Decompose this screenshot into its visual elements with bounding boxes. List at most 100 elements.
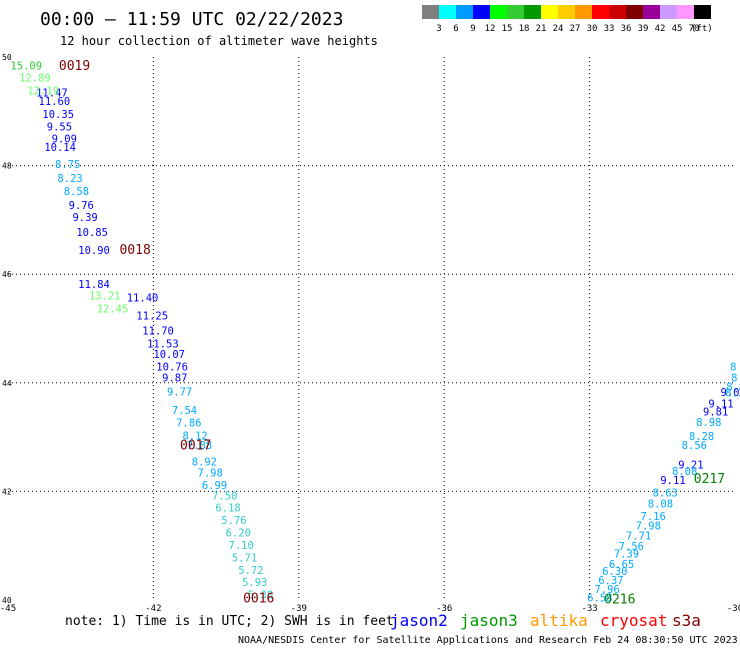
wave-height-label: 10.07	[153, 349, 185, 361]
color-scale-label: 30	[587, 24, 598, 34]
wave-height-label: 8.56	[682, 440, 707, 452]
wave-height-label: 9.55	[47, 122, 72, 134]
color-scale-label: 24	[553, 24, 564, 34]
wave-height-label: 8.92	[192, 457, 217, 469]
color-scale-label: 18	[519, 24, 530, 34]
color-swatch	[558, 5, 575, 19]
color-scale-label: 70	[689, 24, 700, 34]
wave-height-label: 10.35	[42, 109, 74, 121]
wave-height-label: 9.81	[703, 407, 728, 419]
color-swatch	[439, 5, 456, 19]
wave-height-label: 12.89	[19, 73, 51, 85]
wave-height-label: 7.71	[626, 530, 651, 542]
color-swatch	[626, 5, 643, 19]
pass-time-label: 0216	[604, 592, 635, 607]
wave-height-label: 7.96	[594, 584, 619, 596]
pass-time-annotations: 0019 0018 0017 0016 0217 0216	[59, 59, 725, 607]
wave-height-label: 5.93	[242, 577, 267, 589]
wave-height-label: 9.09	[52, 133, 77, 145]
x-tick-label: -45	[0, 604, 16, 614]
color-swatch	[575, 5, 592, 19]
wave-height-label: 6.58	[587, 592, 612, 604]
wave-height-label: 15.09	[10, 61, 42, 73]
wave-height-label: 8.23	[57, 173, 82, 185]
wave-height-label: 11.60	[39, 96, 71, 108]
color-swatch	[677, 5, 694, 19]
color-scale-label: 12	[485, 24, 496, 34]
y-tick-label: 48	[2, 162, 12, 171]
pass-time-label: 0017	[180, 439, 211, 454]
wave-height-label: 7.10	[229, 540, 254, 552]
wave-height-label: 11.70	[142, 326, 174, 338]
wave-height-label: 6.18	[215, 503, 240, 515]
wave-height-label: 8.8	[726, 382, 740, 394]
wave-height-label: 7.98	[198, 467, 223, 479]
wave-height-label: 11.84	[78, 279, 110, 291]
wave-height-label: 8.58	[64, 186, 89, 198]
wave-height-label: 9.06	[720, 387, 740, 399]
wave-height-label: 7.98	[636, 521, 661, 533]
wave-height-label: 6.37	[598, 575, 623, 587]
color-scale-bar: 3 6 9 12 15 18 21 24 27 30 33 36 39 42 45 70(ft)	[422, 5, 713, 34]
y-tick-label: 44	[2, 379, 12, 388]
wave-height-label: 10.85	[76, 227, 108, 239]
pass-time-label: 0016	[243, 591, 274, 606]
wave-height-label: 5.71	[232, 553, 257, 565]
color-scale-label: 3	[436, 24, 441, 34]
wave-height-label: 6.30	[602, 566, 627, 578]
wave-height-label: 8	[730, 362, 736, 374]
wave-height-label: 5.72	[238, 565, 263, 577]
pass-time-label: 0018	[119, 243, 150, 258]
wave-height-label: 9.87	[162, 372, 187, 384]
x-tick-label: -30	[727, 604, 740, 614]
color-swatch	[609, 5, 626, 19]
color-scale-unit: (ft)	[691, 24, 713, 34]
wave-height-label: 6.65	[609, 559, 634, 571]
wave-height-label: 8.98	[696, 417, 721, 429]
wave-height-label: 12.45	[97, 303, 129, 315]
legend-jason3: jason3	[460, 611, 518, 630]
y-tick-label: 42	[2, 487, 12, 496]
color-scale-label: 39	[638, 24, 649, 34]
x-tick-label: -36	[436, 604, 452, 614]
chart-subtitle: 12 hour collection of altimeter wave hei…	[60, 34, 378, 48]
data-labels: 10.14 11.84 11.40 11.25 11.7011.5310.0710.76…	[10, 61, 740, 605]
legend-cryosat: cryosat	[600, 611, 667, 630]
color-swatch	[473, 5, 490, 19]
wave-height-label: 7.39	[614, 548, 639, 560]
wave-height-label: 9.77	[167, 386, 192, 398]
wave-height-label: 7.54	[172, 405, 197, 417]
wave-height-label: 11.53	[147, 339, 179, 351]
legend-s3a: s3a	[672, 611, 701, 630]
pass-time-label: 0019	[59, 59, 90, 74]
grid	[8, 57, 735, 600]
wave-height-label: 8.08	[648, 498, 673, 510]
wave-height-label: 8	[731, 372, 737, 384]
wave-height-label: 11.47	[36, 87, 68, 99]
wave-height-label: 6.20	[226, 528, 251, 540]
footer-credit: NOAA/NESDIS Center for Satellite Applica…	[238, 635, 738, 646]
wave-height-label: 10.14	[44, 142, 76, 154]
wave-height-label: 8.08	[672, 466, 697, 478]
color-swatch	[422, 5, 439, 19]
color-swatch	[660, 5, 677, 19]
x-tick-label: -42	[145, 604, 161, 614]
wave-height-label: 5.38	[248, 590, 273, 602]
wave-height-label: 13.21	[89, 290, 121, 302]
wave-height-label: 10.76	[156, 362, 188, 374]
wave-height-label: 9.21	[678, 459, 703, 471]
wave-height-label: 6.99	[202, 480, 227, 492]
color-scale-label: 6	[453, 24, 458, 34]
color-swatch	[592, 5, 609, 19]
color-swatch	[507, 5, 524, 19]
color-swatch	[490, 5, 507, 19]
legend-altika: altika	[530, 611, 588, 630]
color-scale-label: 45	[672, 24, 683, 34]
color-swatch	[541, 5, 558, 19]
x-tick-label: -39	[291, 604, 307, 614]
axis-ticks: -45 -42 -39 -36 -33 -30 40 42 44 46 48 50	[0, 53, 740, 614]
wave-height-label: 7.16	[640, 511, 665, 523]
wave-height-label: 8.63	[653, 487, 678, 499]
color-scale-label: 9	[470, 24, 475, 34]
